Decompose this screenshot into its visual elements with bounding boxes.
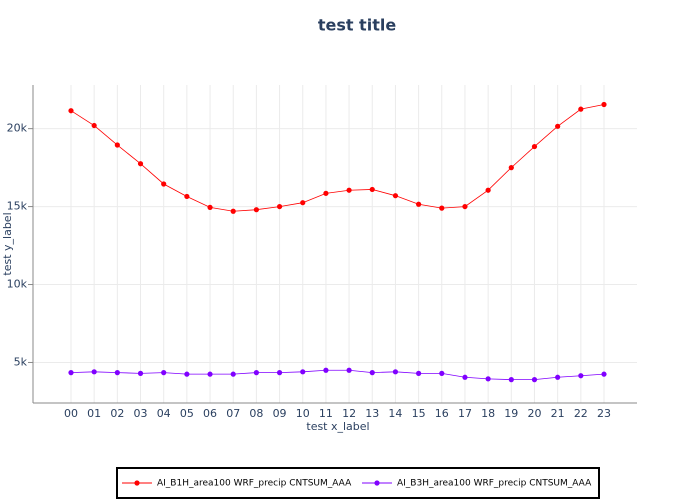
legend-label: AI_B3H_area100 WRF_precip CNTSUM_AAA (397, 479, 592, 489)
point (207, 371, 213, 377)
point (462, 203, 468, 210)
legend-swatch (134, 480, 140, 486)
point (161, 370, 167, 376)
x-tick-label: 11 (319, 407, 333, 420)
x-tick-label: 06 (203, 407, 217, 420)
point (276, 370, 283, 376)
line (70, 104, 605, 212)
point (230, 371, 236, 377)
x-tick-label: 13 (365, 407, 379, 420)
point (230, 208, 236, 214)
x-tick-label: 22 (574, 407, 588, 420)
x-tick-label: 10 (296, 407, 310, 420)
point (323, 190, 329, 196)
point (578, 373, 584, 379)
x-tick-label: 17 (458, 407, 472, 420)
y-tick-label: 10k (7, 278, 28, 291)
point (369, 370, 375, 376)
point (184, 371, 190, 377)
x-tick-label: 18 (481, 407, 495, 420)
x-tick-label: 05 (180, 407, 194, 420)
point (392, 369, 399, 375)
x-tick-label: 16 (435, 407, 449, 420)
x-tick-label: 21 (551, 407, 565, 420)
point (508, 377, 514, 383)
point (114, 370, 120, 376)
y-tick-label: 20k (7, 122, 28, 135)
point (531, 143, 538, 150)
point (508, 165, 514, 171)
point (137, 161, 144, 167)
point (462, 374, 468, 380)
point (184, 193, 190, 200)
x-tick-label: 01 (87, 407, 101, 420)
point (346, 367, 352, 373)
point (207, 204, 213, 210)
point (485, 187, 491, 193)
point (137, 370, 144, 376)
x-tick-label: 09 (273, 407, 287, 420)
point (91, 369, 97, 375)
x-tick-label: 00 (64, 407, 78, 420)
point (485, 376, 491, 382)
x-tick-label: 02 (110, 407, 124, 420)
chart-title: test title (318, 16, 397, 35)
point (439, 370, 445, 376)
point (253, 207, 259, 213)
point (531, 377, 538, 383)
legend-label: AI_B1H_area100 WRF_precip CNTSUM_AAA (157, 479, 352, 489)
y-tick-label: 5k (14, 355, 28, 368)
line (70, 369, 605, 381)
point (91, 122, 97, 129)
x-tick-label: 15 (412, 407, 426, 420)
point (276, 203, 283, 210)
legend-swatch (374, 480, 380, 486)
x-tick-label: 14 (388, 407, 402, 420)
point (369, 186, 375, 193)
point (114, 142, 120, 148)
x-tick-label: 08 (249, 407, 263, 420)
x-tick-label: 04 (157, 407, 171, 420)
y-tick-label: 15k (7, 200, 28, 213)
point (555, 374, 561, 380)
x-tick-label: 19 (504, 407, 518, 420)
legend-box (116, 467, 600, 499)
point (416, 370, 422, 376)
x-tick-label: 03 (134, 407, 148, 420)
y-axis-title: test y_label (1, 212, 14, 275)
point (300, 369, 306, 375)
point (68, 370, 74, 376)
point (601, 101, 607, 108)
point (601, 371, 607, 377)
point (392, 193, 399, 199)
point (346, 187, 352, 193)
x-tick-label: 07 (226, 407, 240, 420)
point (578, 106, 584, 112)
point (416, 201, 422, 207)
point (300, 200, 306, 206)
point (68, 108, 74, 114)
x-tick-label: 23 (597, 407, 611, 420)
point (323, 367, 329, 373)
x-axis-title: test x_label (306, 420, 369, 433)
point (253, 370, 259, 376)
point (161, 181, 167, 187)
point (439, 205, 445, 211)
point (555, 123, 561, 129)
x-tick-label: 20 (527, 407, 541, 420)
x-tick-label: 12 (342, 407, 356, 420)
